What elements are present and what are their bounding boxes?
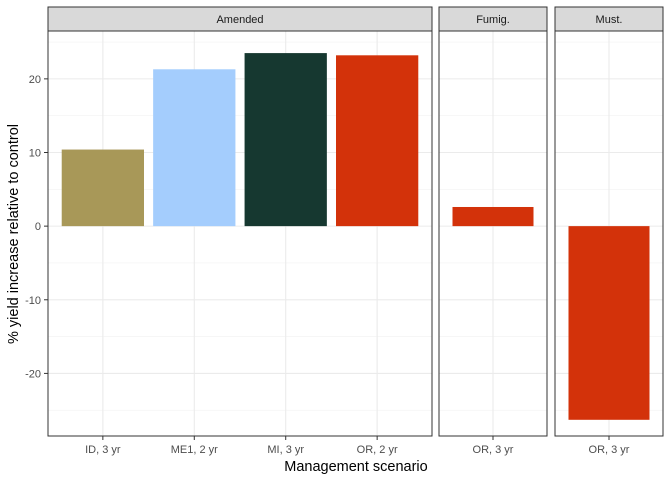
facet-strip-label: Must.: [596, 14, 623, 26]
x-axis-label: Management scenario: [284, 459, 427, 475]
x-tick-label: OR, 2 yr: [357, 444, 398, 456]
facet-strip: [438, 6, 548, 32]
x-tick-label: MI, 3 yr: [267, 444, 304, 456]
facet-panel-1: Fumig. OR, 3 yr: [438, 6, 548, 456]
facet-panel-2: Must. OR, 3 yr: [554, 6, 664, 456]
bar-or-3-yr: [452, 206, 534, 227]
bar-or-2-yr: [336, 55, 419, 227]
x-tick-label: OR, 3 yr: [473, 444, 514, 456]
bar-or-3-yr: [568, 226, 650, 420]
y-axis: -20 -10 0 10 20: [25, 74, 48, 380]
x-tick-label: OR, 3 yr: [589, 444, 630, 456]
facet-panels: Amended ID, 3 yr ME1, 2 yr MI, 3 yr OR, 2 yr…: [47, 6, 664, 456]
facet-strip-label: Fumig.: [476, 14, 510, 26]
bar-me1-2-yr: [153, 69, 236, 227]
y-tick-label: -20: [25, 368, 41, 380]
x-tick-label: ID, 3 yr: [85, 444, 121, 456]
facet-panel-0: Amended ID, 3 yr ME1, 2 yr MI, 3 yr OR, 2 yr: [47, 6, 433, 456]
bar-id-3-yr: [61, 149, 144, 227]
facet-strip: [554, 6, 664, 32]
bar-mi-3-yr: [244, 53, 327, 227]
y-tick-label: 0: [35, 221, 41, 233]
y-tick-label: 10: [29, 148, 41, 160]
y-tick-label: -10: [25, 295, 41, 307]
facet-strip-label: Amended: [216, 14, 263, 26]
x-tick-label: ME1, 2 yr: [171, 444, 218, 456]
y-axis-label: % yield increase relative to control: [6, 124, 22, 344]
facet-strip: [47, 6, 433, 32]
y-tick-label: 20: [29, 74, 41, 86]
